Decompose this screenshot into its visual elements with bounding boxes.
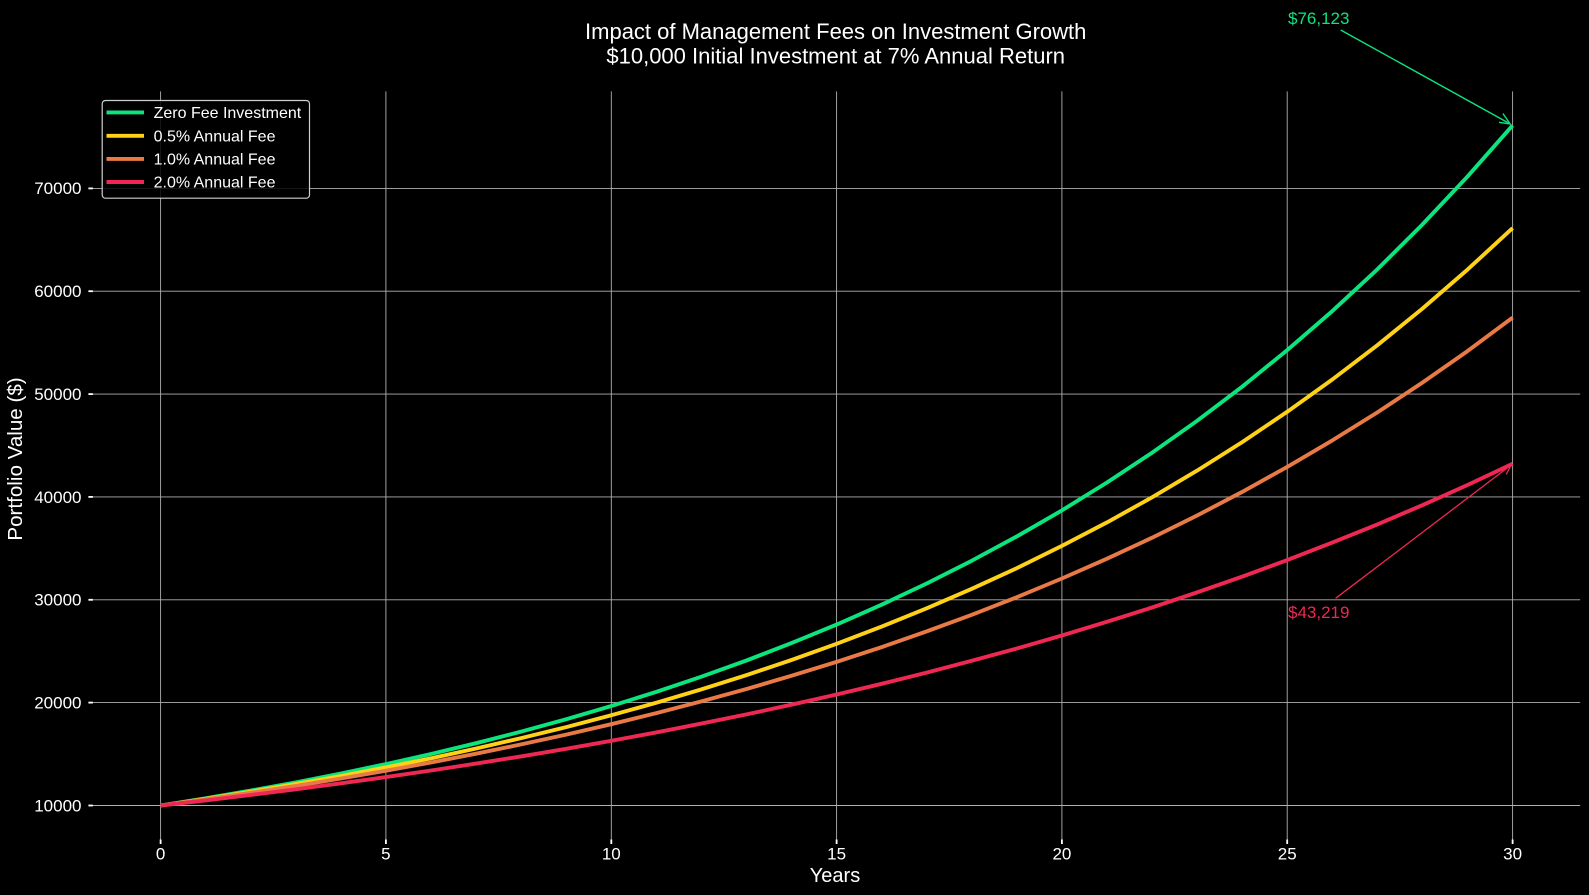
svg-text:1.0% Annual Fee: 1.0% Annual Fee xyxy=(154,151,276,168)
svg-text:$43,219: $43,219 xyxy=(1288,603,1349,622)
svg-text:0: 0 xyxy=(156,845,165,864)
svg-text:20000: 20000 xyxy=(34,693,81,712)
svg-text:Portfolio Value ($): Portfolio Value ($) xyxy=(4,377,27,540)
svg-text:40000: 40000 xyxy=(34,488,81,507)
svg-text:$76,123: $76,123 xyxy=(1288,9,1349,28)
svg-text:70000: 70000 xyxy=(34,179,81,198)
svg-text:2.0% Annual Fee: 2.0% Annual Fee xyxy=(154,175,276,192)
svg-text:0.5% Annual Fee: 0.5% Annual Fee xyxy=(154,128,276,145)
svg-text:30000: 30000 xyxy=(34,591,81,610)
svg-text:Years: Years xyxy=(810,865,860,887)
svg-text:10000: 10000 xyxy=(34,796,81,815)
svg-text:30: 30 xyxy=(1503,845,1522,864)
svg-text:15: 15 xyxy=(827,845,846,864)
svg-text:Impact of Management Fees on I: Impact of Management Fees on Investment … xyxy=(585,19,1086,44)
svg-text:20: 20 xyxy=(1052,845,1071,864)
svg-text:$10,000 Initial Investment at: $10,000 Initial Investment at 7% Annual … xyxy=(606,44,1065,69)
svg-text:60000: 60000 xyxy=(34,282,81,301)
svg-text:10: 10 xyxy=(602,845,621,864)
svg-text:Zero Fee Investment: Zero Fee Investment xyxy=(154,105,302,122)
svg-text:5: 5 xyxy=(381,845,390,864)
svg-text:25: 25 xyxy=(1278,845,1297,864)
svg-text:50000: 50000 xyxy=(34,385,81,404)
